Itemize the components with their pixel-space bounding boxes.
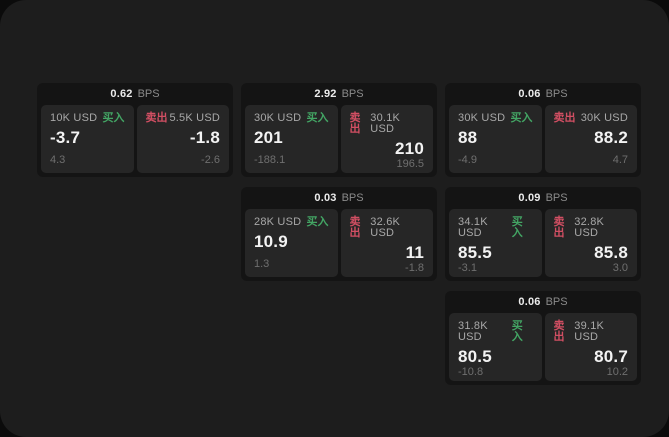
bps-unit-label: BPS xyxy=(545,192,568,204)
sell-delta: 3.0 xyxy=(612,261,628,274)
sell-pane[interactable]: 卖出 30K USD 88.2 4.7 xyxy=(544,105,637,173)
bps-unit-label: BPS xyxy=(341,88,364,100)
sell-price: 88.2 xyxy=(594,128,628,147)
buy-price: -3.7 xyxy=(50,128,81,147)
buy-delta: 4.3 xyxy=(50,154,66,166)
buy-delta: -4.9 xyxy=(458,154,477,166)
sell-size: 30.1K USD xyxy=(370,112,401,135)
buy-size: 30K USD xyxy=(254,112,302,124)
card-body: 34.1K USD 买入 85.5 -3.1 卖出 32.8K USD 85.8… xyxy=(445,209,641,281)
bps-unit-label: BPS xyxy=(137,88,160,100)
buy-tag: 买入 xyxy=(511,320,523,343)
sell-size: 32.8K USD xyxy=(574,216,605,239)
sell-size: 30K USD xyxy=(580,112,628,124)
quote-card: 2.92 BPS 30K USD 买入 201 -188.1 卖出 30.1K … xyxy=(241,83,437,177)
buy-delta: -3.1 xyxy=(458,261,477,274)
sell-price: 80.7 xyxy=(594,347,628,366)
sell-delta: 10.2 xyxy=(606,365,628,378)
card-header: 2.92 BPS xyxy=(241,83,437,105)
sell-price: -1.8 xyxy=(189,128,220,147)
buy-delta: -10.8 xyxy=(458,365,484,378)
buy-tag: 买入 xyxy=(102,112,125,124)
buy-size: 31.8K USD xyxy=(458,320,488,343)
quote-card: 0.03 BPS 28K USD 买入 10.9 1.3 卖出 32.6K US… xyxy=(241,187,437,281)
sell-tag: 卖出 xyxy=(553,320,565,343)
bps-value: 0.09 xyxy=(518,192,541,204)
buy-delta: -188.1 xyxy=(254,154,286,166)
quote-card: 0.09 BPS 34.1K USD 买入 85.5 -3.1 卖出 32.8K… xyxy=(445,187,641,281)
card-body: 30K USD 买入 88 -4.9 卖出 30K USD 88.2 4.7 xyxy=(445,105,641,177)
sell-tag: 卖出 xyxy=(349,216,361,239)
sell-price: 11 xyxy=(405,243,424,262)
buy-size: 28K USD xyxy=(254,216,302,228)
quote-card: 0.06 BPS 31.8K USD 买入 80.5 -10.8 卖出 39.1… xyxy=(445,291,641,385)
card-header: 0.06 BPS xyxy=(445,291,641,313)
buy-pane[interactable]: 10K USD 买入 -3.7 4.3 xyxy=(41,105,134,173)
bps-unit-label: BPS xyxy=(545,296,568,308)
bps-unit-label: BPS xyxy=(341,192,364,204)
sell-size: 39.1K USD xyxy=(574,320,605,343)
card-body: 31.8K USD 买入 80.5 -10.8 卖出 39.1K USD 80.… xyxy=(445,313,641,385)
buy-pane[interactable]: 30K USD 买入 88 -4.9 xyxy=(449,105,542,173)
bps-value: 0.62 xyxy=(110,88,133,100)
sell-tag: 卖出 xyxy=(145,112,168,124)
buy-tag: 买入 xyxy=(511,216,523,239)
sell-pane[interactable]: 卖出 5.5K USD -1.8 -2.6 xyxy=(136,105,229,173)
card-body: 28K USD 买入 10.9 1.3 卖出 32.6K USD 11 -1.8 xyxy=(241,209,437,281)
sell-size: 5.5K USD xyxy=(169,112,220,124)
quote-card: 0.62 BPS 10K USD 买入 -3.7 4.3 卖出 5.5K USD xyxy=(37,83,233,177)
quote-card-grid: 0.62 BPS 10K USD 买入 -3.7 4.3 卖出 5.5K USD xyxy=(37,83,641,385)
sell-pane[interactable]: 卖出 39.1K USD 80.7 10.2 xyxy=(544,313,637,381)
bps-value: 0.06 xyxy=(518,296,541,308)
buy-size: 34.1K USD xyxy=(458,216,488,239)
card-header: 0.09 BPS xyxy=(445,187,641,209)
buy-price: 80.5 xyxy=(458,347,492,366)
sell-delta: -2.6 xyxy=(201,154,220,166)
bps-value: 0.06 xyxy=(518,88,541,100)
buy-price: 201 xyxy=(254,128,283,147)
sell-delta: 196.5 xyxy=(396,157,424,170)
card-body: 10K USD 买入 -3.7 4.3 卖出 5.5K USD -1.8 -2.… xyxy=(37,105,233,177)
buy-price: 85.5 xyxy=(458,243,492,262)
buy-size: 10K USD xyxy=(50,112,98,124)
buy-tag: 买入 xyxy=(306,112,329,124)
buy-size: 30K USD xyxy=(458,112,506,124)
sell-pane[interactable]: 卖出 32.6K USD 11 -1.8 xyxy=(340,209,433,277)
sell-tag: 卖出 xyxy=(553,112,576,124)
card-header: 0.62 BPS xyxy=(37,83,233,105)
buy-price: 10.9 xyxy=(254,232,288,251)
sell-tag: 卖出 xyxy=(553,216,565,239)
sell-size: 32.6K USD xyxy=(370,216,401,239)
buy-tag: 买入 xyxy=(306,216,329,228)
bps-value: 0.03 xyxy=(314,192,337,204)
sell-pane[interactable]: 卖出 32.8K USD 85.8 3.0 xyxy=(544,209,637,277)
sell-price: 85.8 xyxy=(594,243,628,262)
buy-price: 88 xyxy=(458,128,478,147)
sell-delta: 4.7 xyxy=(612,154,628,166)
buy-pane[interactable]: 31.8K USD 买入 80.5 -10.8 xyxy=(449,313,542,381)
buy-pane[interactable]: 30K USD 买入 201 -188.1 xyxy=(245,105,338,173)
card-header: 0.03 BPS xyxy=(241,187,437,209)
bps-unit-label: BPS xyxy=(545,88,568,100)
buy-tag: 买入 xyxy=(510,112,533,124)
sell-delta: -1.8 xyxy=(405,261,424,274)
bps-value: 2.92 xyxy=(314,88,337,100)
sell-tag: 卖出 xyxy=(349,112,361,135)
card-body: 30K USD 买入 201 -188.1 卖出 30.1K USD 210 1… xyxy=(241,105,437,177)
sell-pane[interactable]: 卖出 30.1K USD 210 196.5 xyxy=(340,105,433,173)
card-header: 0.06 BPS xyxy=(445,83,641,105)
buy-pane[interactable]: 34.1K USD 买入 85.5 -3.1 xyxy=(449,209,542,277)
sell-price: 210 xyxy=(395,139,424,158)
buy-pane[interactable]: 28K USD 买入 10.9 1.3 xyxy=(245,209,338,277)
quote-card: 0.06 BPS 30K USD 买入 88 -4.9 卖出 30K USD xyxy=(445,83,641,177)
buy-delta: 1.3 xyxy=(254,258,270,270)
